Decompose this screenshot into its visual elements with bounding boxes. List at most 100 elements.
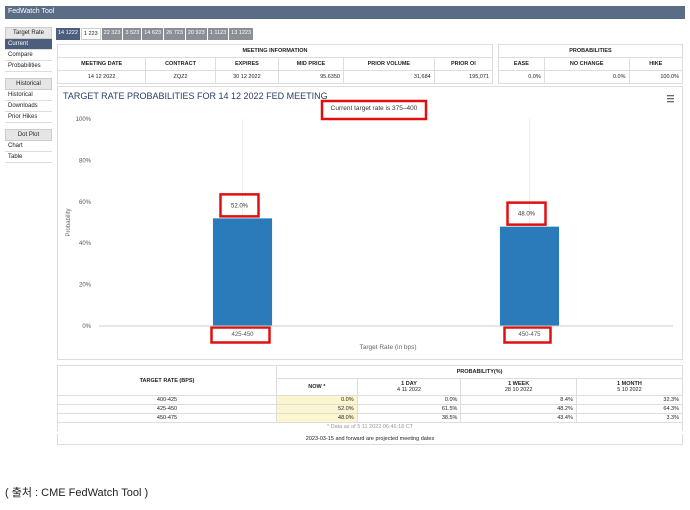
column-header: NOW * <box>276 378 358 396</box>
column-header: 1 MONTH 5 10 2022 <box>575 378 684 396</box>
row: PROBABILITIES <box>498 44 683 58</box>
sidebar-item[interactable]: Chart <box>5 141 52 152</box>
cell: 64.3% <box>575 404 684 414</box>
y-tick-label: 0% <box>82 324 91 330</box>
sidebar-item[interactable]: Compare <box>5 50 52 61</box>
y-axis-label: Probability <box>66 208 72 236</box>
value-label: 48.0% <box>518 212 536 218</box>
cell: 30 12 2022 <box>214 70 280 84</box>
bar <box>212 218 273 326</box>
y-tick-label: 100% <box>76 117 92 123</box>
row: 425-450 52.0% 61.5% 48.2% 64.3% <box>57 404 684 414</box>
menu-icon <box>667 98 674 100</box>
x-tick-label: 450-475 <box>518 332 541 338</box>
sidebar-heading: Historical <box>5 78 52 90</box>
menu-icon <box>667 101 674 103</box>
cell: 0.0% <box>498 70 545 84</box>
cell: 43.4% <box>460 413 577 423</box>
probability-table-grid: TARGET RATE (BPS) PROBABILITY(%) NOW * 1 DA… <box>57 365 684 445</box>
highlight-box <box>503 326 552 344</box>
highlight-box <box>320 99 428 121</box>
y-tick-label: 40% <box>79 241 92 247</box>
column-label: 1 WEEK <box>508 381 530 387</box>
cell: 52.0% <box>276 404 358 414</box>
tab[interactable]: 1 223 <box>80 28 101 40</box>
row: * Data as of 5 11 2022 06:46:18 CT <box>57 422 683 433</box>
tab[interactable]: 26 723 <box>164 28 185 40</box>
footnote: * Data as of 5 11 2022 06:46:18 CT <box>57 422 683 433</box>
menu-icon <box>667 95 674 97</box>
tab[interactable]: 22 323 <box>101 28 123 40</box>
sidebar-item[interactable]: Current <box>5 39 52 50</box>
info-table: MEETING INFORMATION MEETING DATE CONTRACT E… <box>56 44 494 84</box>
table-title: PROBABILITY(%) <box>276 365 683 379</box>
y-tick-label: 20% <box>79 283 92 289</box>
column-label: 1 MONTH <box>617 381 642 387</box>
column-header: MEETING DATE <box>56 57 147 71</box>
column-header: 1 WEEK 28 10 2022 <box>460 378 577 396</box>
table-title: PROBABILITIES <box>498 44 683 58</box>
column-label: 1 DAY <box>401 381 417 387</box>
sidebar-item[interactable]: Prior Hikes <box>5 112 52 123</box>
cell: 3.3% <box>575 413 684 423</box>
header-title: FedWatch Tool <box>8 8 55 15</box>
probability-table: TARGET RATE (BPS) PROBABILITY(%) NOW * 1 DA… <box>57 365 684 445</box>
probabilities-panel: PROBABILITIES EASE NO CHANGE HIKE 0.0% 0.0% 10… <box>498 44 684 84</box>
highlight-box <box>219 193 260 218</box>
tab-bar: 14 1222 1 223 22 323 3 523 14 623 26 723 20 92… <box>56 28 254 40</box>
row: TARGET RATE (BPS) PROBABILITY(%) <box>57 365 683 396</box>
sidebar-item[interactable]: Downloads <box>5 101 52 112</box>
cell: 32.3% <box>575 395 684 405</box>
row: 2023-03-15 and forward are projected mee… <box>57 431 683 445</box>
header-bar: FedWatch Tool <box>5 6 685 19</box>
cell: 14 12 2022 <box>56 70 147 84</box>
caption: ( 출처 : CME FedWatch Tool ) <box>5 487 149 499</box>
row: 14 12 2022 ZQZ2 30 12 2022 95.6350 31,684 195… <box>56 70 494 84</box>
cell: 61.5% <box>356 404 462 414</box>
row-header: TARGET RATE (BPS) <box>57 365 277 396</box>
tab[interactable]: 20 923 <box>185 28 207 40</box>
column-header: HIKE <box>628 57 684 71</box>
row: 400-425 0.0% 0.0% 8.4% 32.3% <box>57 395 684 405</box>
tab[interactable]: 14 623 <box>142 28 164 40</box>
cell: ZQZ2 <box>145 70 216 84</box>
column-label: NOW * <box>308 384 326 390</box>
row: 0.0% 0.0% 100.0% <box>498 70 684 84</box>
row: MEETING DATE CONTRACT EXPIRES MID PRICE PRIO… <box>56 57 494 71</box>
highlight-box <box>210 326 271 344</box>
cell: 195,071 <box>433 70 494 84</box>
table-title: MEETING INFORMATION <box>57 44 493 58</box>
cell: 0.0% <box>276 395 358 405</box>
column-date: 4 11 2022 <box>397 387 422 393</box>
tab[interactable]: 14 1222 <box>56 28 80 40</box>
annotation: Current target rate is 375–400 <box>331 105 418 112</box>
sidebar: Target Rate Current Compare Probabilities Hi… <box>5 27 52 163</box>
bar <box>499 226 560 326</box>
tab[interactable]: 3 523 <box>123 28 142 40</box>
column-header: CONTRACT <box>145 57 216 71</box>
row: MEETING INFORMATION <box>57 44 493 58</box>
column-date: 5 10 2022 <box>617 387 642 393</box>
column-header: EASE <box>498 57 545 71</box>
column-header: NO CHANGE <box>543 57 630 71</box>
column-header: 1 DAY 4 11 2022 <box>356 378 462 396</box>
sidebar-heading: Dot Plot <box>5 129 52 141</box>
y-tick-label: 60% <box>79 200 92 206</box>
chart: TARGET RATE PROBABILITIES FOR 14 12 2022… <box>63 91 674 351</box>
tab[interactable]: 1 1123 <box>207 28 229 40</box>
cell: 48.0% <box>276 413 358 423</box>
column-date: 28 10 2022 <box>504 387 533 393</box>
sidebar-item[interactable]: Table <box>5 152 52 163</box>
cell: 48.2% <box>460 404 577 414</box>
cell: 0.0% <box>356 395 462 405</box>
tab[interactable]: 13 1223 <box>229 28 254 40</box>
meeting-info: MEETING INFORMATION MEETING DATE CONTRACT E… <box>56 44 494 84</box>
sidebar-item[interactable]: Probabilities <box>5 61 52 72</box>
y-tick-label: 80% <box>79 158 92 164</box>
column-header: PRIOR VOLUME <box>342 57 435 71</box>
sidebar-item[interactable]: Historical <box>5 90 52 101</box>
x-tick-label: 425-450 <box>231 332 254 338</box>
cell: 8.4% <box>460 395 577 405</box>
note: 2023-03-15 and forward are projected mee… <box>57 431 683 445</box>
